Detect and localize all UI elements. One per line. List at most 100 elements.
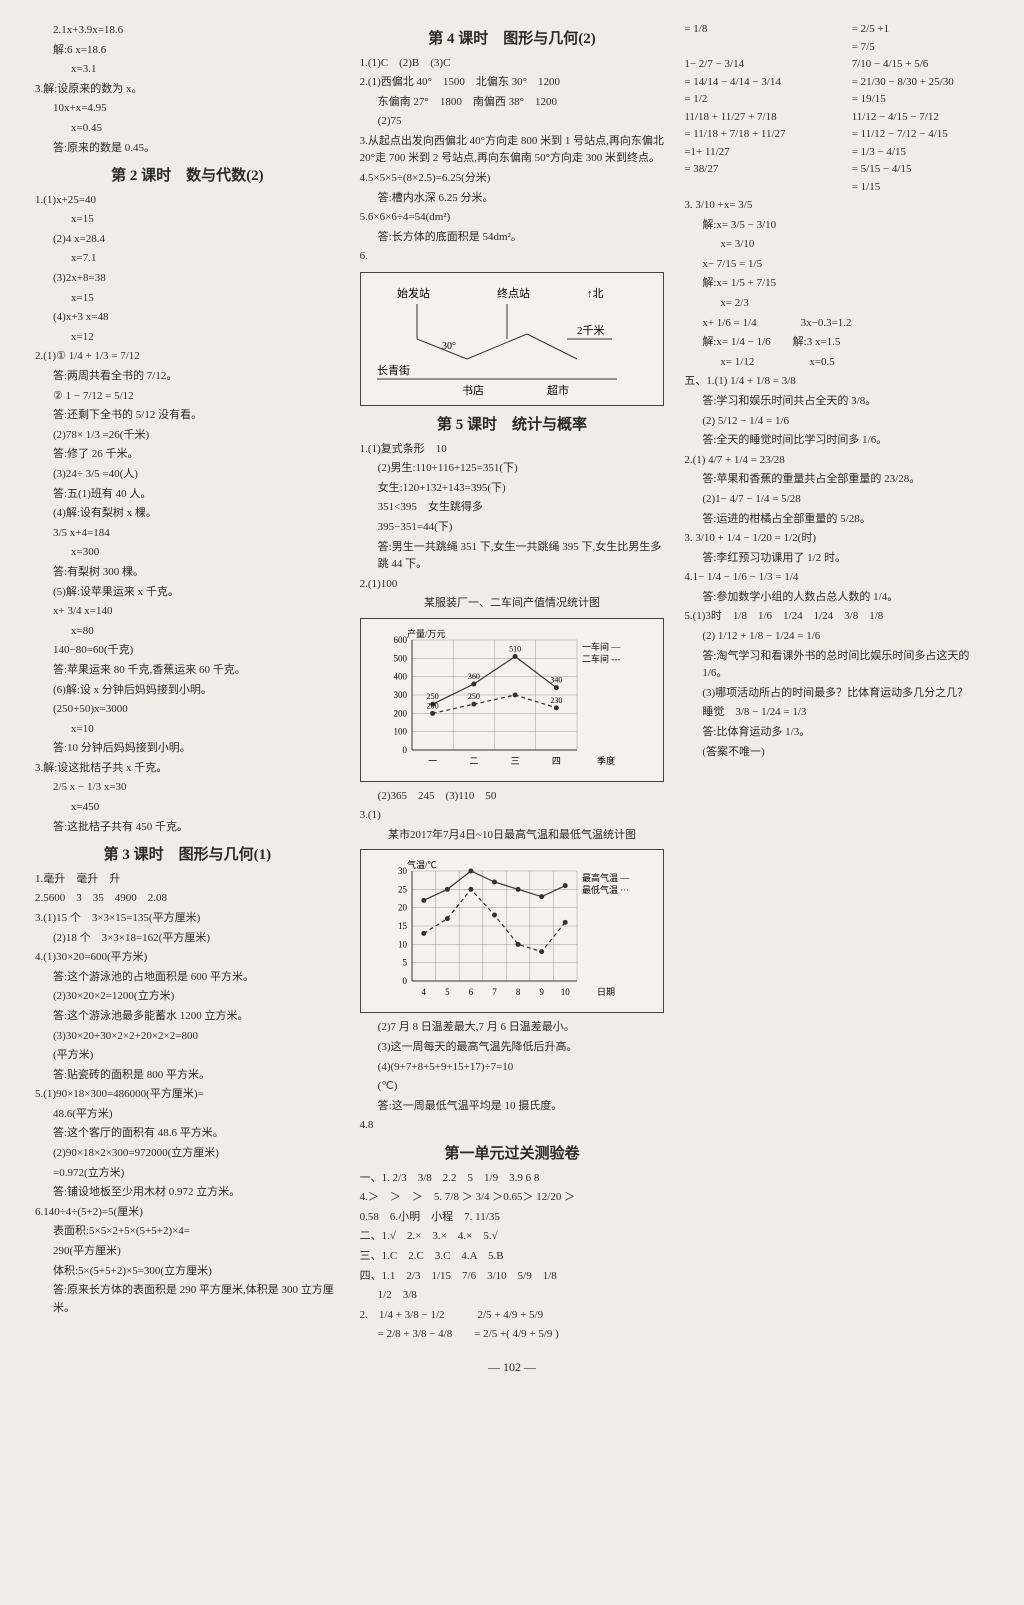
svg-text:气温/℃: 气温/℃ bbox=[407, 859, 437, 870]
text-line: 一、1. 2/3 3/8 2.2 5 1/9 3.9 6 8 bbox=[360, 1170, 665, 1188]
text-line: 答:这个游泳池的占地面积是 600 平方米。 bbox=[35, 969, 340, 987]
label-north: ↑北 bbox=[587, 287, 604, 300]
text-line: (6)解:设 x 分钟后妈妈接到小明。 bbox=[35, 682, 340, 700]
svg-text:0: 0 bbox=[402, 745, 407, 755]
text-line: 3.(1)15 个 3×3×15=135(平方厘米) bbox=[35, 910, 340, 928]
equation-right: = 1/3 − 4/15 bbox=[852, 144, 989, 161]
text-line: 答:运进的柑橘占全部重量的 5/28。 bbox=[684, 511, 989, 529]
equation-row: = 11/18 + 7/18 + 11/27 = 11/12 − 7/12 − 4… bbox=[684, 126, 989, 143]
chart-1: 0100200300400500600一二三四季度产量/万元2503605103… bbox=[360, 618, 665, 782]
equation-right: = 11/12 − 7/12 − 4/15 bbox=[852, 126, 989, 143]
text-line: (3)2x+8=38 bbox=[35, 270, 340, 288]
svg-text:25: 25 bbox=[398, 885, 408, 895]
text-line: 答:原来的数是 0.45。 bbox=[35, 140, 340, 158]
text-line: 答:全天的睡觉时间比学习时间多 1/6。 bbox=[684, 432, 989, 450]
text-line: (4)x+3 x=48 bbox=[35, 309, 340, 327]
text-line: 四、1.1 2/3 1/15 7/6 3/10 5/9 1/8 bbox=[360, 1268, 665, 1286]
equation-left: 1− 2/7 − 3/14 bbox=[684, 56, 821, 73]
svg-text:8: 8 bbox=[515, 987, 520, 997]
text-line: 2.(1)① 1/4 + 1/3 = 7/12 bbox=[35, 348, 340, 366]
text-line: 答:这批桔子共有 450 千克。 bbox=[35, 819, 340, 837]
text-line: x=300 bbox=[35, 544, 340, 562]
text-line: (2)男生:110+116+125=351(下) bbox=[360, 460, 665, 478]
equation-pairs: = 1/8= 2/5 +1= 7/51− 2/7 − 3/147/10 − 4/… bbox=[684, 21, 989, 195]
text-line: 10x+x=4.95 bbox=[35, 100, 340, 118]
svg-text:10: 10 bbox=[398, 940, 408, 950]
svg-text:最高气温 —: 最高气温 — bbox=[582, 872, 630, 883]
svg-text:季度: 季度 bbox=[597, 755, 615, 766]
unit-title: 第一单元过关测验卷 bbox=[360, 1143, 665, 1166]
svg-text:5: 5 bbox=[445, 987, 450, 997]
svg-text:230: 230 bbox=[550, 696, 562, 705]
svg-text:最低气温 ···: 最低气温 ··· bbox=[582, 884, 629, 895]
text-line: x+ 3/4 x=140 bbox=[35, 603, 340, 621]
text-line: (平方米) bbox=[35, 1047, 340, 1065]
text-line: = 2/8 + 3/8 − 4/8 = 2/5 +( 4/9 + 5/9 ) bbox=[360, 1326, 665, 1344]
text-line: (4)解:设有梨树 x 棵。 bbox=[35, 505, 340, 523]
text-line: (2)365 245 (3)110 50 bbox=[360, 788, 665, 806]
route-diagram: 始发站 终点站 ↑北 30° 2千米 长青街 书店 超市 bbox=[367, 279, 627, 399]
svg-text:二: 二 bbox=[469, 756, 478, 766]
svg-text:一: 一 bbox=[428, 756, 437, 766]
text-line: 睡觉 3/8 − 1/24 = 1/3 bbox=[684, 704, 989, 722]
svg-text:5: 5 bbox=[402, 958, 407, 968]
text-line: 3.解:设这批桔子共 x 千克。 bbox=[35, 760, 340, 778]
text-line: x=15 bbox=[35, 211, 340, 229]
text-line: x=12 bbox=[35, 329, 340, 347]
text-line: 3.从起点出发向西偏北 40°方向走 800 米到 1 号站点,再向东偏北 20… bbox=[360, 133, 665, 168]
svg-text:400: 400 bbox=[393, 671, 407, 681]
text-line: (4)(9+7+8+5+9+15+17)÷7=10 bbox=[360, 1059, 665, 1077]
text-line: 4.5×5×5÷(8×2.5)=6.25(分米) bbox=[360, 170, 665, 188]
text-line: 五、1.(1) 1/4 + 1/8 = 3/8 bbox=[684, 373, 989, 391]
svg-text:9: 9 bbox=[539, 987, 544, 997]
equation-left: 11/18 + 11/27 + 7/18 bbox=[684, 109, 821, 126]
text-line: 答:这个游泳池最多能蓄水 1200 立方米。 bbox=[35, 1008, 340, 1026]
text-line: 答:比体育运动多 1/3。 bbox=[684, 724, 989, 742]
text-line: x=80 bbox=[35, 623, 340, 641]
equation-left: = 11/18 + 7/18 + 11/27 bbox=[684, 126, 821, 143]
text-line: 答:10 分钟后妈妈接到小明。 bbox=[35, 740, 340, 758]
text-line: (3)24÷ 3/5 =40(人) bbox=[35, 466, 340, 484]
chart1-svg: 0100200300400500600一二三四季度产量/万元2503605103… bbox=[367, 625, 647, 775]
equation-right: 7/10 − 4/15 + 5/6 bbox=[852, 56, 989, 73]
text-line: 4.8 bbox=[360, 1117, 665, 1135]
text-line: 5.(1)3时 1/8 1/6 1/24 1/24 3/8 1/8 bbox=[684, 608, 989, 626]
text-line: 3.解:设原来的数为 x。 bbox=[35, 81, 340, 99]
equation-right: = 1/15 bbox=[852, 179, 989, 196]
column-2: 第 4 课时 图形与几何(2) 1.(1)C (2)B (3)C 2.(1)西偏… bbox=[360, 20, 665, 1346]
svg-text:200: 200 bbox=[426, 701, 438, 710]
equation-left: =1+ 11/27 bbox=[684, 144, 821, 161]
text-line: 1.毫升 毫升 升 bbox=[35, 871, 340, 889]
text-line: (5)解:设苹果运来 x 千克。 bbox=[35, 584, 340, 602]
label-scale: 2千米 bbox=[577, 324, 605, 337]
label-bookstore: 书店 bbox=[462, 383, 484, 397]
text-line: x= 2/3 bbox=[684, 295, 989, 313]
text-line: 答:李红预习功课用了 1/2 时。 bbox=[684, 550, 989, 568]
equation-row: = 1/2= 19/15 bbox=[684, 91, 989, 108]
text-line: (2)78× 1/3 =26(千米) bbox=[35, 427, 340, 445]
chart-2: 05101520253045678910日期气温/℃最高气温 —最低气温 ··· bbox=[360, 849, 665, 1013]
text-line: (2)18 个 3×3×18=162(平方厘米) bbox=[35, 930, 340, 948]
text-line: 5.6×6×6÷4=54(dm²) bbox=[360, 209, 665, 227]
text-line: 解:6 x=18.6 bbox=[35, 42, 340, 60]
equation-right: = 19/15 bbox=[852, 91, 989, 108]
chart2-svg: 05101520253045678910日期气温/℃最高气温 —最低气温 ··· bbox=[367, 856, 647, 1006]
svg-text:4: 4 bbox=[421, 987, 426, 997]
text-line: 4.1− 1/4 − 1/6 − 1/3 = 1/4 bbox=[684, 569, 989, 587]
text-line: 2/5 x − 1/3 x=30 bbox=[35, 779, 340, 797]
section-title-4: 第 4 课时 图形与几何(2) bbox=[360, 28, 665, 51]
text-line: 1.(1)复式条形 10 bbox=[360, 441, 665, 459]
section-title-3: 第 3 课时 图形与几何(1) bbox=[35, 844, 340, 867]
equation-left: = 14/14 − 4/14 − 3/14 bbox=[684, 74, 821, 91]
text-line: 6.140÷4÷(5+2)=5(厘米) bbox=[35, 1204, 340, 1222]
svg-text:500: 500 bbox=[393, 653, 407, 663]
text-line: 2.5600 3 35 4900 2.08 bbox=[35, 890, 340, 908]
text-line: x− 7/15 = 1/5 bbox=[684, 256, 989, 274]
svg-text:340: 340 bbox=[550, 675, 562, 684]
svg-text:250: 250 bbox=[468, 692, 480, 701]
svg-text:6: 6 bbox=[468, 987, 473, 997]
text-line: (2)30×20×2=1200(立方米) bbox=[35, 988, 340, 1006]
text-line: 48.6(平方米) bbox=[35, 1106, 340, 1124]
text-line: 体积:5×(5+5+2)×5=300(立方厘米) bbox=[35, 1263, 340, 1281]
equation-row: = 1/15 bbox=[684, 179, 989, 196]
